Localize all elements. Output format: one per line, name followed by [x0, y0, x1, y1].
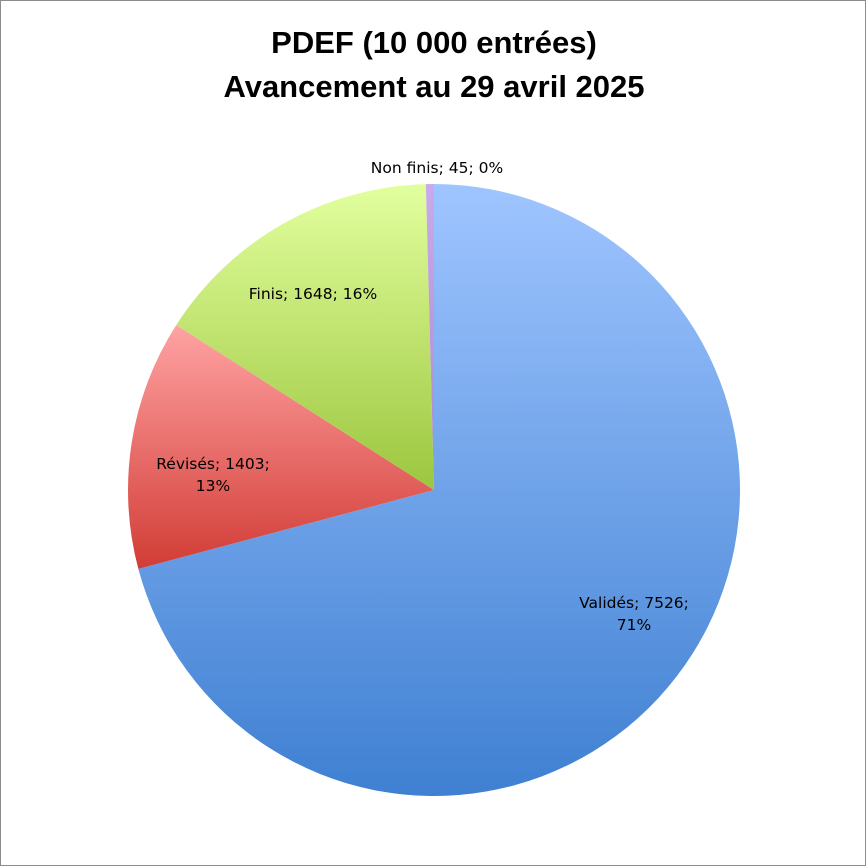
data-label-valid-s: Validés; 7526; 71%: [579, 594, 689, 634]
chart-title-line2: Avancement au 29 avril 2025: [223, 69, 645, 104]
pie-slice-finis: [176, 184, 434, 490]
data-label-finis: Finis; 1648; 16%: [249, 285, 378, 303]
chart-title-line1: PDEF (10 000 entrées): [271, 25, 597, 60]
data-label-r-vis-s: Révisés; 1403; 13%: [156, 455, 270, 495]
data-label-non-finis: Non finis; 45; 0%: [371, 159, 503, 177]
pie-slice-non-finis: [425, 184, 434, 490]
pie-slice-valid-s: [138, 184, 741, 796]
pie-slice-r-vis-s: [127, 325, 435, 569]
